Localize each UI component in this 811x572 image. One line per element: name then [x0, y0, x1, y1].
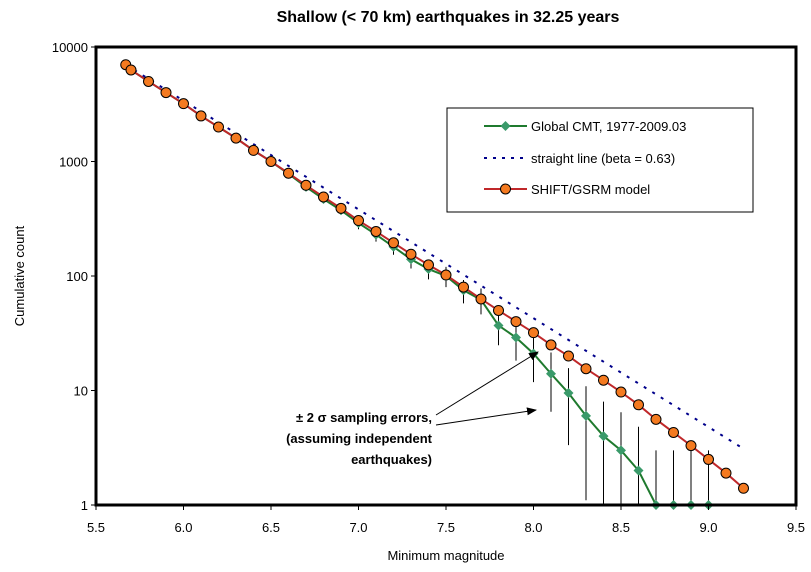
shift-gsrm-point: [248, 144, 259, 156]
x-tick-label: 7.5: [437, 520, 455, 535]
shift-gsrm-point: [318, 191, 329, 203]
legend-marker-circle: [500, 183, 511, 195]
shift-gsrm-point: [300, 179, 312, 191]
shift-gsrm-point: [370, 225, 382, 237]
shift-gsrm-point: [615, 386, 627, 398]
legend-label-shift-gsrm: SHIFT/GSRM model: [531, 182, 650, 197]
shift-gsrm-point: [160, 87, 172, 99]
shift-gsrm-point: [388, 237, 399, 249]
shift-gsrm-point: [353, 215, 364, 227]
global-cmt-point: [511, 332, 521, 343]
x-tick-label: 8.5: [612, 520, 630, 535]
y-axis: 1 10 100 1000 10000: [52, 40, 96, 513]
x-tick-label: 7.0: [349, 520, 367, 535]
annotation-line-2: (assuming independent: [286, 431, 433, 446]
chart-title: Shallow (< 70 km) earthquakes in 32.25 y…: [277, 9, 620, 26]
shift-gsrm-point: [493, 304, 504, 316]
shift-gsrm-point: [265, 156, 277, 167]
shift-gsrm-point: [475, 293, 487, 305]
y-axis-label: Cumulative count: [12, 225, 27, 326]
global-cmt-point: [616, 445, 626, 456]
global-cmt-point: [598, 431, 609, 442]
annotation-arrow-1: [435, 351, 539, 416]
shift-gsrm-point: [440, 269, 452, 281]
global-cmt-point: [563, 388, 574, 399]
shift-gsrm-point: [125, 64, 137, 76]
global-cmt-point: [581, 410, 591, 421]
legend-label-straight-line: straight line (beta = 0.63): [531, 151, 675, 166]
legend: Global CMT, 1977-2009.03 straight line (…: [446, 107, 754, 213]
shift-gsrm-point: [230, 132, 242, 144]
shift-gsrm-point: [178, 98, 189, 110]
x-tick-label: 9.5: [787, 520, 805, 535]
y-tick-label: 100: [66, 269, 88, 284]
y-tick-label: 10000: [52, 40, 88, 55]
legend-item-straight-line: straight line (beta = 0.63): [484, 151, 675, 166]
legend-item-global-cmt: Global CMT, 1977-2009.03: [484, 119, 686, 134]
legend-item-shift-gsrm: SHIFT/GSRM model: [484, 182, 650, 197]
annotation-line-1: ± 2 σ sampling errors,: [296, 410, 432, 425]
legend-label-global-cmt: Global CMT, 1977-2009.03: [531, 119, 686, 134]
shift-gsrm-point: [650, 413, 662, 425]
global-cmt-point: [633, 465, 644, 476]
shift-gsrm-point: [405, 248, 417, 260]
annotation: ± 2 σ sampling errors, (assuming indepen…: [286, 351, 539, 467]
shift-gsrm-point: [528, 327, 539, 339]
shift-gsrm-point: [720, 467, 732, 479]
shift-gsrm-point: [335, 202, 347, 214]
shift-gsrm-point: [510, 316, 522, 328]
shift-gsrm-point: [458, 281, 469, 293]
shift-gsrm-point: [195, 110, 207, 122]
global-cmt-point: [493, 320, 504, 331]
series-straight-line: [125, 63, 745, 450]
x-tick-label: 8.0: [524, 520, 542, 535]
y-tick-label: 1000: [59, 155, 88, 170]
global-cmt-point: [546, 368, 556, 379]
shift-gsrm-point: [738, 482, 749, 494]
shift-gsrm-point: [563, 350, 574, 362]
shift-gsrm-point: [423, 259, 434, 271]
shift-gsrm-point: [283, 167, 294, 179]
shift-gsrm-point: [143, 75, 154, 87]
shift-gsrm-point: [703, 453, 714, 465]
shift-gsrm-point: [545, 339, 557, 351]
x-tick-label: 6.5: [262, 520, 280, 535]
shift-gsrm-point: [668, 426, 679, 438]
annotation-line-3: earthquakes): [351, 452, 432, 467]
legend-marker-diamond: [500, 121, 511, 131]
x-tick-label: 5.5: [87, 520, 105, 535]
y-tick-label: 10: [74, 384, 88, 399]
x-tick-label: 9.0: [699, 520, 717, 535]
y-tick-label: 1: [81, 498, 88, 513]
x-tick-label: 6.0: [174, 520, 192, 535]
shift-gsrm-point: [633, 399, 644, 411]
series-layer: [120, 59, 749, 510]
shift-gsrm-point: [598, 374, 609, 386]
shift-gsrm-point: [580, 363, 592, 375]
x-axis-label: Minimum magnitude: [387, 548, 504, 563]
shift-gsrm-point: [685, 440, 697, 452]
annotation-arrow-2: [435, 407, 537, 426]
shift-gsrm-point: [213, 121, 224, 133]
x-axis: 5.5 6.0 6.5 7.0 7.5 8.0 8.5 9.0 9.5: [87, 505, 805, 535]
